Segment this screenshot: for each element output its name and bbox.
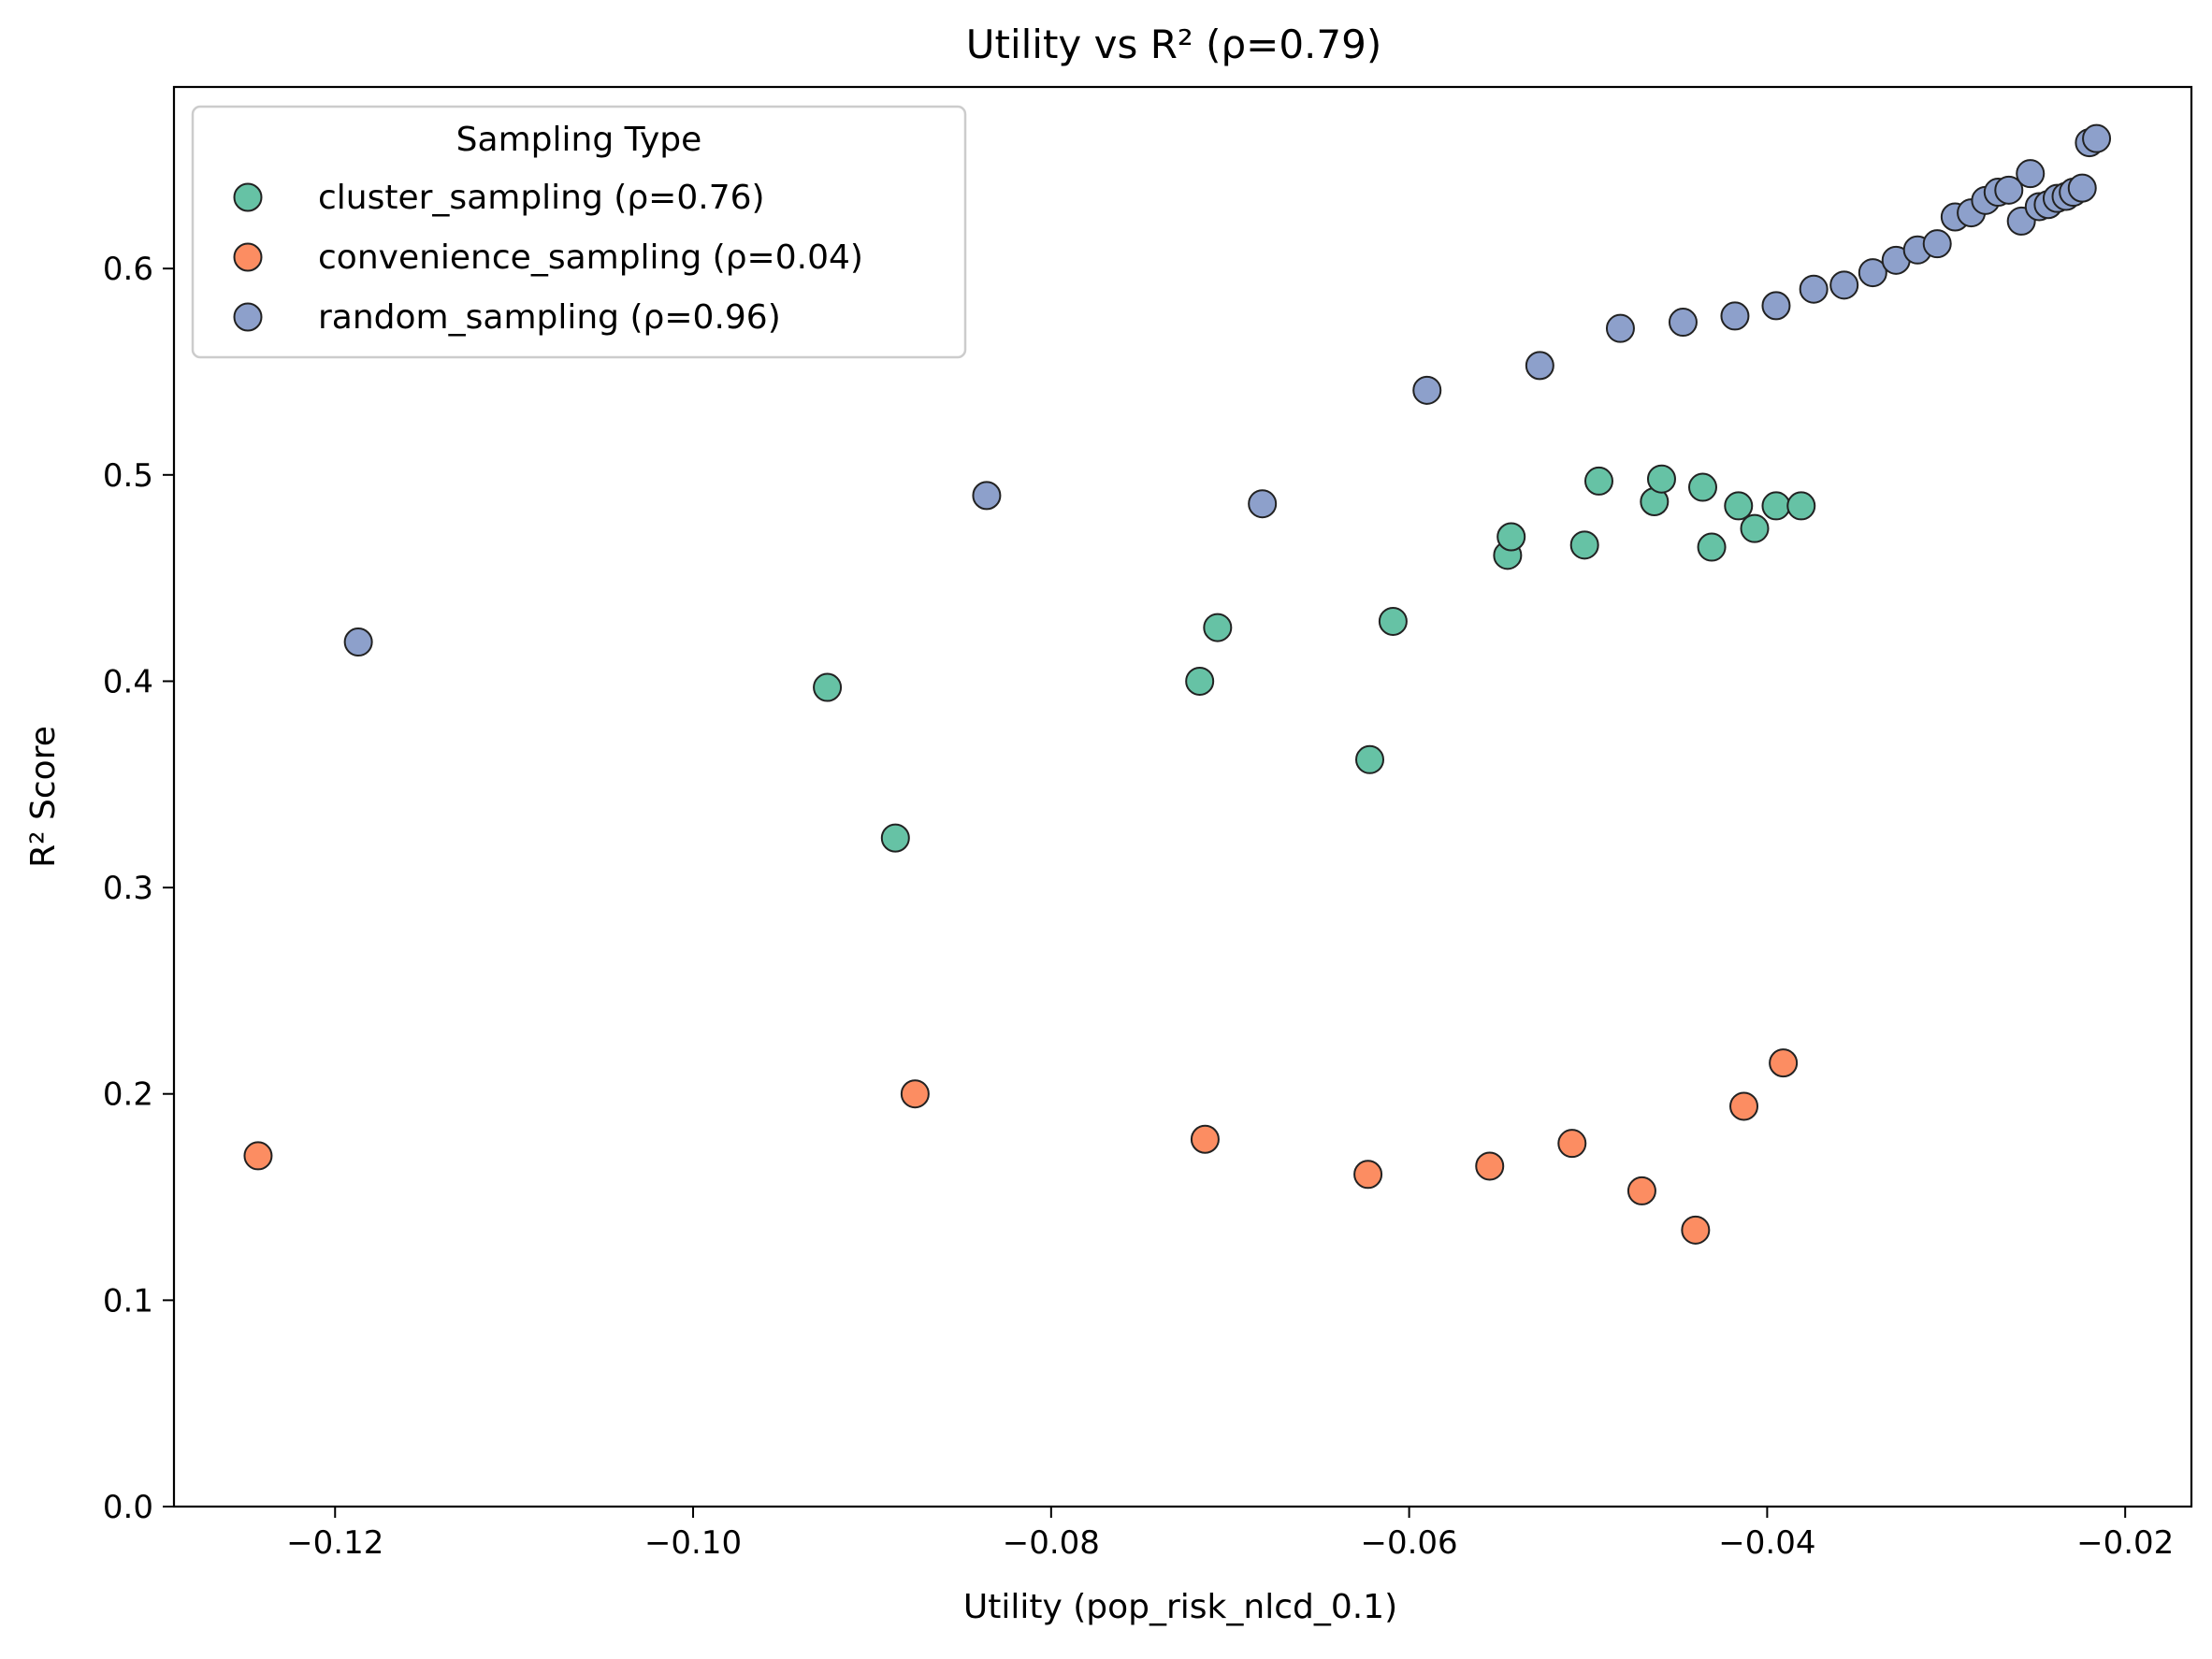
data-point — [1724, 491, 1754, 521]
data-point — [1353, 1160, 1383, 1190]
x-tick-label: −0.04 — [1718, 1524, 1815, 1562]
plot-frame — [172, 85, 2193, 1508]
y-axis-label: R² Score — [24, 726, 63, 868]
data-point — [2016, 159, 2046, 189]
data-point — [1185, 666, 1215, 696]
y-tick-label: 0.2 — [103, 1076, 153, 1114]
data-point — [1605, 313, 1635, 343]
data-point — [243, 1141, 273, 1171]
data-point — [1761, 491, 1791, 521]
legend-label: random_sampling (ρ=0.96) — [318, 298, 781, 337]
data-point — [1203, 613, 1233, 642]
series-group — [243, 1048, 1799, 1245]
data-point — [1583, 466, 1613, 496]
data-point — [972, 481, 1002, 511]
data-point — [1994, 175, 2024, 205]
chart-title: Utility vs R² (ρ=0.79) — [966, 22, 1382, 67]
data-point — [1475, 1151, 1505, 1181]
y-tick-label: 0.4 — [103, 663, 153, 700]
data-point — [1729, 1091, 1759, 1121]
x-tick-label: −0.08 — [1003, 1524, 1100, 1562]
series-group — [813, 464, 1816, 853]
data-point — [1786, 491, 1816, 521]
data-point — [1740, 513, 1770, 543]
x-tick-label: −0.02 — [2076, 1524, 2174, 1562]
data-point — [1412, 375, 1442, 405]
x-tick-label: −0.10 — [644, 1524, 742, 1562]
data-point — [1769, 1048, 1799, 1078]
legend-items: cluster_sampling (ρ=0.76) convenience_sam… — [233, 179, 863, 337]
data-point — [1248, 489, 1278, 519]
series-group — [343, 123, 2112, 657]
legend-marker — [233, 182, 263, 212]
data-point — [1646, 464, 1676, 494]
data-point — [1761, 291, 1791, 321]
y-tick-label: 0.6 — [103, 251, 153, 288]
y-tick-label: 0.3 — [103, 870, 153, 907]
data-point — [1720, 301, 1750, 331]
legend-box — [191, 105, 967, 359]
data-point — [2067, 173, 2097, 203]
data-point — [1697, 532, 1727, 562]
data-point — [900, 1079, 930, 1109]
data-point — [1687, 472, 1717, 502]
data-point — [1799, 274, 1829, 304]
data-point — [1525, 351, 1554, 381]
y-tick-label: 0.5 — [103, 457, 153, 495]
y-tick-label: 0.0 — [103, 1489, 153, 1526]
y-tick-label: 0.1 — [103, 1282, 153, 1320]
scatter-points — [243, 123, 2112, 1245]
legend-marker — [233, 242, 263, 272]
x-axis-ticks: −0.12 −0.10 −0.08 −0.06 −0.04 −0.02 — [286, 1507, 2174, 1562]
data-point — [1557, 1129, 1587, 1159]
legend: Sampling Type cluster_sampling (ρ=0.76)c… — [191, 105, 967, 359]
data-point — [1668, 308, 1698, 338]
legend-title: Sampling Type — [456, 121, 702, 159]
x-tick-label: −0.06 — [1361, 1524, 1458, 1562]
data-point — [813, 672, 843, 702]
legend-marker — [233, 302, 263, 332]
data-point — [2082, 123, 2112, 153]
x-tick-label: −0.12 — [286, 1524, 383, 1562]
data-point — [1681, 1215, 1711, 1245]
data-point — [880, 823, 910, 853]
data-point — [1496, 522, 1526, 552]
data-point — [1858, 258, 1887, 288]
data-point — [1355, 744, 1385, 774]
data-point — [1190, 1124, 1220, 1154]
data-point — [1569, 530, 1599, 560]
data-point — [1626, 1176, 1656, 1205]
data-point — [343, 628, 373, 657]
legend-label: convenience_sampling (ρ=0.04) — [318, 238, 863, 277]
legend-label: cluster_sampling (ρ=0.76) — [318, 179, 765, 217]
data-point — [1378, 606, 1408, 636]
x-axis-label: Utility (pop_risk_nlcd_0.1) — [963, 1588, 1397, 1626]
y-axis-ticks: 0.0 0.1 0.2 0.3 0.4 0.5 0.6 — [103, 251, 174, 1526]
data-point — [1829, 270, 1859, 300]
data-point — [1922, 229, 1952, 259]
